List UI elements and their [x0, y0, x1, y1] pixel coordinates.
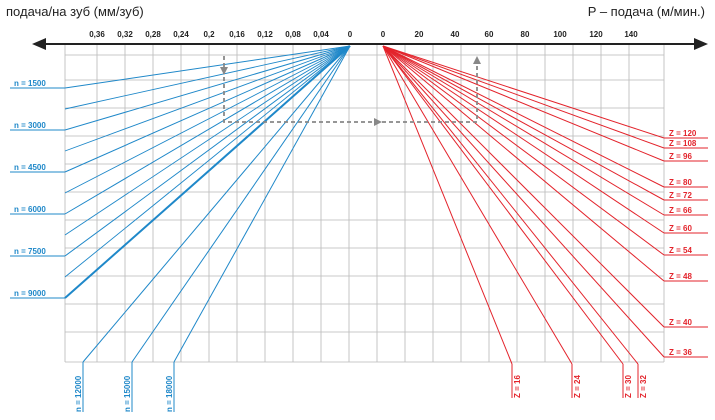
axis-arrow-left	[32, 38, 46, 50]
z-series-label: Z = 36	[669, 348, 692, 357]
z-series-label: Z = 120	[669, 129, 697, 138]
blue-series-line	[82, 45, 351, 363]
blue-series-line	[173, 45, 351, 363]
blue-series-line	[64, 45, 351, 215]
blue-series-line	[64, 45, 351, 236]
left-tick-label: 0,24	[173, 30, 189, 39]
z-series-label: Z = 60	[669, 224, 692, 233]
red-series-line	[382, 45, 665, 201]
red-series-line	[382, 45, 665, 234]
blue-series-line	[64, 45, 351, 152]
right-tick-label: 140	[624, 30, 638, 39]
n-series-label: n = 1500	[14, 79, 46, 88]
left-tick-label: 0,32	[117, 30, 133, 39]
red-series-line	[382, 45, 639, 365]
blue-series-line	[131, 45, 351, 363]
z-series-label: Z = 24	[573, 375, 582, 398]
red-series-line	[382, 45, 665, 149]
dashed-arrow-right	[374, 118, 382, 126]
red-series-line	[382, 45, 665, 328]
n-series-label: n = 4500	[14, 163, 46, 172]
z-series-label: Z = 40	[669, 318, 692, 327]
left-tick-label: 0,2	[203, 30, 215, 39]
n-series-label: n = 12000	[74, 375, 83, 412]
n-series-label: n = 7500	[14, 247, 46, 256]
red-series-line	[382, 45, 665, 282]
n-series-label: n = 18000	[165, 375, 174, 412]
left-tick-label: 0,12	[257, 30, 273, 39]
left-tick-label: 0,36	[89, 30, 105, 39]
blue-series-line	[64, 45, 351, 89]
z-series-label: Z = 80	[669, 178, 692, 187]
blue-series-line	[64, 45, 351, 194]
red-series-line	[382, 45, 665, 162]
left-tick-label: 0,08	[285, 30, 301, 39]
right-tick-label: 0	[381, 30, 386, 39]
red-series-line	[382, 45, 513, 365]
n-series-label: n = 3000	[14, 121, 46, 130]
left-axis-title: подача/на зуб (мм/зуб)	[6, 4, 144, 19]
z-series-label: Z = 108	[669, 139, 697, 148]
right-axis-title: P – подача (м/мин.)	[587, 4, 705, 19]
red-series-line	[382, 45, 624, 365]
n-series-label: n = 9000	[14, 289, 46, 298]
z-series-label: Z = 30	[624, 375, 633, 398]
n-series-label: n = 6000	[14, 205, 46, 214]
left-tick-label: 0	[348, 30, 353, 39]
blue-series-line	[64, 45, 351, 110]
left-tick-label: 0,28	[145, 30, 161, 39]
blue-series-line	[64, 45, 351, 278]
example-dashed-path	[223, 56, 478, 123]
dashed-arrow-down	[220, 67, 228, 75]
blue-series-line	[64, 45, 351, 173]
red-series-line	[382, 45, 665, 216]
dashed-arrow-up	[473, 56, 481, 64]
blue-series-line	[64, 45, 351, 131]
red-series-line	[382, 45, 665, 188]
z-series-label: Z = 54	[669, 246, 692, 255]
z-series-label: Z = 72	[669, 191, 692, 200]
z-series-label: Z = 48	[669, 272, 692, 281]
red-series-line	[382, 45, 573, 365]
n-series-label: n = 15000	[123, 375, 132, 412]
right-tick-label: 60	[485, 30, 494, 39]
axis-arrow-right	[694, 38, 708, 50]
red-series-line	[382, 45, 665, 139]
left-tick-label: 0,16	[229, 30, 245, 39]
red-series-line	[382, 45, 665, 256]
blue-series-line	[64, 45, 351, 299]
right-tick-label: 40	[451, 30, 460, 39]
blue-series-line	[64, 45, 351, 257]
right-tick-label: 80	[521, 30, 530, 39]
z-series-label: Z = 32	[639, 375, 648, 398]
z-series-label: Z = 96	[669, 152, 692, 161]
left-tick-label: 0,04	[313, 30, 329, 39]
right-tick-label: 100	[553, 30, 567, 39]
right-tick-label: 20	[415, 30, 424, 39]
right-tick-label: 120	[589, 30, 603, 39]
red-series-line	[382, 45, 665, 358]
z-series-label: Z = 66	[669, 206, 692, 215]
z-series-label: Z = 16	[513, 375, 522, 398]
